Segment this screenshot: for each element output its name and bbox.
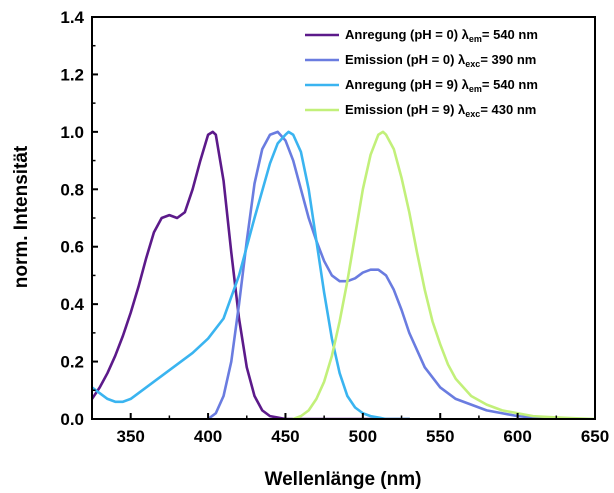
x-tick-label: 500 [349, 427, 377, 446]
x-tick-label: 550 [426, 427, 454, 446]
x-tick-label: 450 [271, 427, 299, 446]
x-axis-title: Wellenlänge (nm) [265, 469, 422, 490]
y-tick-label: 0.8 [60, 180, 84, 199]
series-line-1 [92, 130, 411, 419]
y-tick-label: 0.4 [60, 295, 84, 314]
legend: Anregung (pH = 0) λem= 540 nm Emission (p… [305, 27, 538, 119]
y-axis-title: norm. Intensität [11, 145, 32, 288]
y-tick-label: 1.4 [60, 8, 84, 27]
y-tick-label: 1.2 [60, 65, 84, 84]
y-tick-label: 0.0 [60, 410, 84, 429]
legend-label-2: Emission (pH = 0) λexc= 390 nm [345, 52, 536, 69]
legend-label-1: Anregung (pH = 0) λem= 540 nm [345, 27, 538, 44]
x-tick-label: 650 [581, 427, 609, 446]
plot-area [91, 16, 596, 420]
y-tick-label: 0.2 [60, 353, 84, 372]
x-tick-label: 400 [194, 427, 222, 446]
y-axis: 0.0 0.2 0.4 0.6 0.8 1.0 1.2 1.4 [60, 8, 98, 429]
series-line-2 [206, 130, 550, 419]
series-line-3 [92, 130, 411, 419]
legend-label-3: Anregung (pH = 9) λem= 540 nm [345, 77, 538, 94]
legend-label-4: Emission (pH = 9) λexc= 430 nm [345, 102, 536, 119]
x-tick-label: 600 [503, 427, 531, 446]
x-axis: 350 400 450 500 550 600 650 [117, 413, 609, 446]
y-tick-label: 1.0 [60, 123, 84, 142]
x-tick-label: 350 [117, 427, 145, 446]
series-line-4 [291, 130, 595, 419]
y-tick-label: 0.6 [60, 238, 84, 257]
